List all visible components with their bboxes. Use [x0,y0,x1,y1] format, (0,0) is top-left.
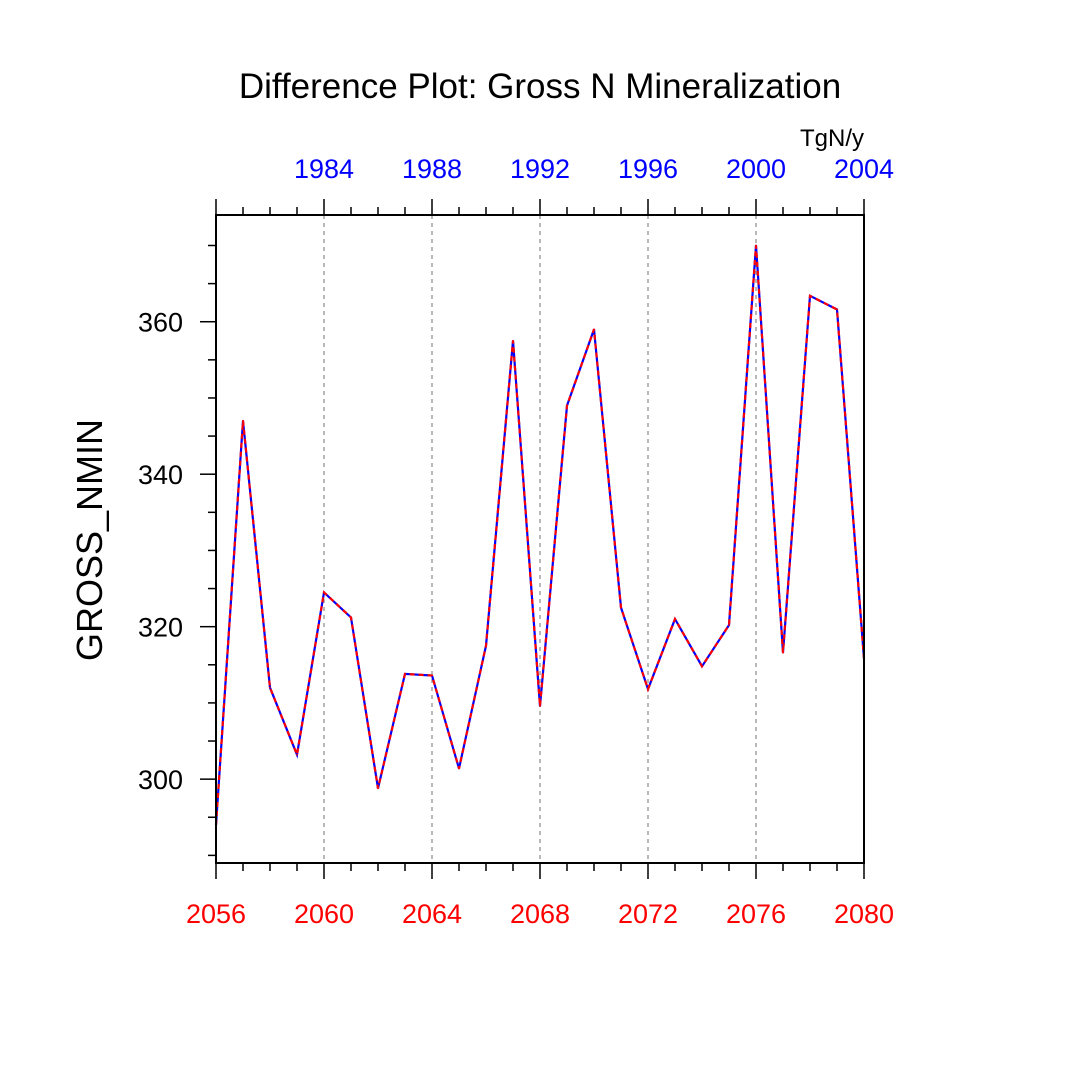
top-tick-label: 1988 [402,154,462,184]
data-point-bottom [539,705,541,707]
data-point-bottom [728,624,730,627]
y-axis-label: GROSS_NMIN [69,419,110,661]
data-point-bottom [458,767,460,770]
data-point-bottom [296,753,298,756]
data-point-bottom [269,686,271,689]
data-point-bottom [620,606,622,609]
bottom-tick-label: 2068 [510,899,570,929]
bottom-tick-label: 2056 [186,899,246,929]
data-point-bottom [512,339,514,342]
data-point-bottom [350,616,352,619]
bottom-tick-label: 2076 [726,899,786,929]
data-point-bottom [242,419,244,422]
data-point-bottom [323,591,325,594]
bottom-tick-label: 2072 [618,899,678,929]
data-point-bottom [782,651,784,654]
y-tick-label: 340 [138,460,183,490]
data-point-bottom [485,644,487,647]
chart-title: Difference Plot: Gross N Mineralization [239,67,841,106]
data-point-bottom [431,674,433,677]
y-tick-label: 300 [138,765,183,795]
top-tick-label: 2004 [834,154,894,184]
data-point-bottom [593,328,595,331]
top-tick-label: 1984 [294,154,354,184]
data-point-bottom [404,673,406,675]
top-tick-label: 1992 [510,154,570,184]
bottom-tick-label: 2064 [402,899,462,929]
units-label: TgN/y [800,125,864,152]
data-point-bottom [809,294,811,297]
gridlines [323,215,757,863]
bottom-tick-label: 2080 [834,899,894,929]
series-lines [214,244,866,826]
tick-marks [200,199,865,879]
tick-labels: 2056 2060 2064 2068 2072 2076 2080 1984 1988 1992… [138,154,894,929]
data-point-bottom [701,665,703,668]
top-tick-label: 1996 [618,154,678,184]
y-tick-label: 320 [138,613,183,643]
data-point-bottom [674,618,676,620]
data-point-bottom [755,244,757,247]
top-tick-label: 2000 [726,154,786,184]
data-point-bottom [836,308,838,311]
data-point-bottom [566,404,568,407]
y-tick-label: 360 [138,308,183,338]
bottom-tick-label: 2060 [294,899,354,929]
data-point-bottom [377,787,379,790]
data-point-bottom [647,688,649,691]
